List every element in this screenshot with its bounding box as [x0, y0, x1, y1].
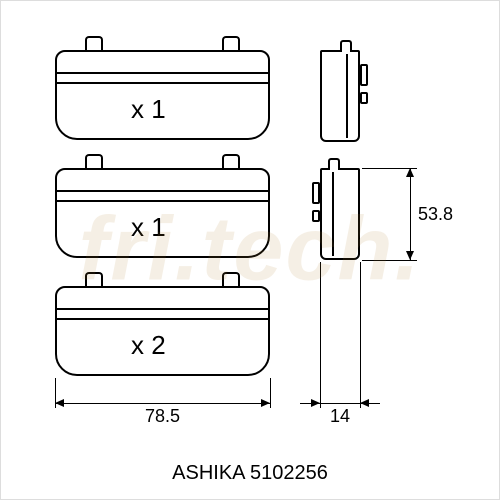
pad-line — [57, 308, 268, 310]
wear-clip — [360, 92, 368, 104]
brake-pad-side-2 — [320, 168, 360, 260]
arrow-down-icon — [406, 251, 414, 260]
side-pad-cap — [328, 158, 340, 170]
arrow-right-icon — [261, 399, 270, 407]
wear-clip — [360, 64, 368, 86]
pad-notch — [222, 154, 240, 168]
dim-line — [410, 168, 411, 260]
side-pad-sep — [332, 172, 334, 256]
brake-pad-side-1 — [320, 50, 360, 142]
dim-ext — [270, 378, 271, 408]
dim-ext — [362, 260, 417, 261]
qty-label: x 1 — [131, 212, 166, 243]
arrow-left-icon — [360, 399, 369, 407]
dim-height: 53.8 — [418, 204, 453, 225]
diagram-canvas: x 1 x 1 x 2 78.5 — [0, 0, 500, 500]
brake-pad-front-3: x 2 — [55, 286, 270, 376]
part-number: 5102256 — [250, 462, 328, 484]
dim-width: 78.5 — [145, 406, 180, 427]
qty-label: x 2 — [131, 330, 166, 361]
dim-ext — [360, 262, 361, 408]
side-pad-sep — [346, 54, 348, 138]
pad-line — [57, 200, 268, 202]
pad-line — [57, 318, 268, 320]
dim-thickness: 14 — [330, 406, 350, 427]
pad-line — [57, 82, 268, 84]
pad-line — [57, 190, 268, 192]
qty-label: x 1 — [131, 94, 166, 125]
brake-pad-front-2: x 1 — [55, 168, 270, 258]
dim-line — [55, 403, 270, 404]
arrow-up-icon — [406, 168, 414, 177]
brake-pad-front-1: x 1 — [55, 50, 270, 140]
caption: ASHIKA 5102256 — [0, 462, 500, 485]
arrow-right-icon — [311, 399, 320, 407]
wear-clip — [312, 210, 320, 222]
dim-ext — [320, 262, 321, 408]
wear-clip — [312, 182, 320, 204]
pad-notch — [85, 36, 103, 50]
pad-notch — [85, 154, 103, 168]
brand-label: ASHIKA — [172, 462, 244, 484]
side-pad-cap — [340, 40, 352, 52]
pad-notch — [222, 36, 240, 50]
pad-notch — [222, 272, 240, 286]
arrow-left-icon — [55, 399, 64, 407]
pad-line — [57, 72, 268, 74]
pad-notch — [85, 272, 103, 286]
